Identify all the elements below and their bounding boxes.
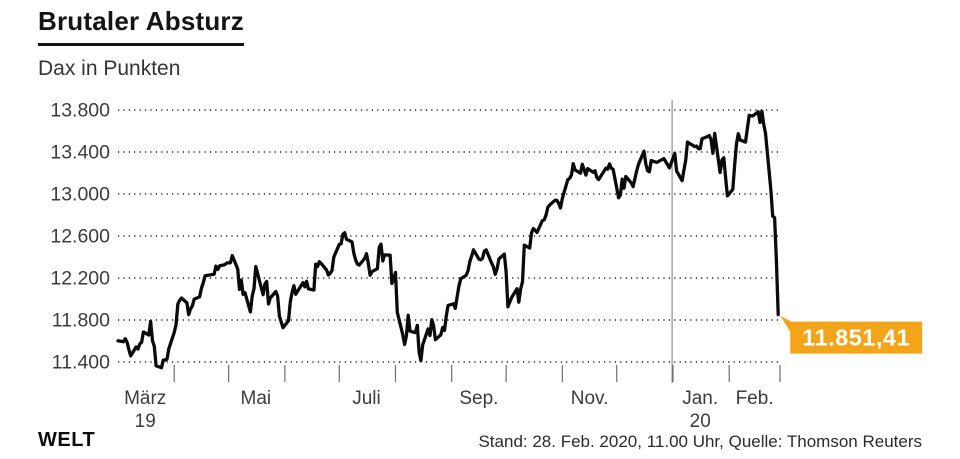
x-axis-label: März [124, 388, 166, 409]
x-axis-label: Sep. [459, 388, 498, 409]
y-axis-label: 11.400 [52, 352, 110, 374]
x-axis-label: Nov. [571, 388, 609, 409]
x-axis-year-label: 19 [135, 411, 156, 432]
y-axis-label: 12.200 [50, 268, 110, 290]
value-badge [780, 315, 923, 354]
chart-subtitle: Dax in Punkten [38, 57, 181, 80]
brand-logo: WELT [38, 429, 96, 451]
y-axis-label: 13.000 [50, 184, 110, 206]
value-badge-label: 11.851,41 [802, 325, 910, 351]
y-axis-label: 13.400 [50, 142, 110, 164]
y-axis-label: 13.800 [50, 100, 110, 122]
dax-price-line [116, 109, 780, 370]
source-attribution: Stand: 28. Feb. 2020, 11.00 Uhr, Quelle:… [478, 432, 922, 451]
chart-header: Brutaler Absturz [38, 6, 244, 46]
x-axis-year-label: 20 [690, 411, 711, 432]
x-axis-label: Mai [241, 388, 272, 409]
x-axis-label: Feb. [736, 388, 774, 409]
x-axis-label: Jan. [682, 388, 718, 409]
x-axis-label: Juli [352, 388, 381, 409]
y-axis-label: 12.600 [50, 226, 110, 248]
page-title: Brutaler Absturz [38, 6, 244, 46]
y-axis-label: 11.800 [52, 310, 110, 332]
